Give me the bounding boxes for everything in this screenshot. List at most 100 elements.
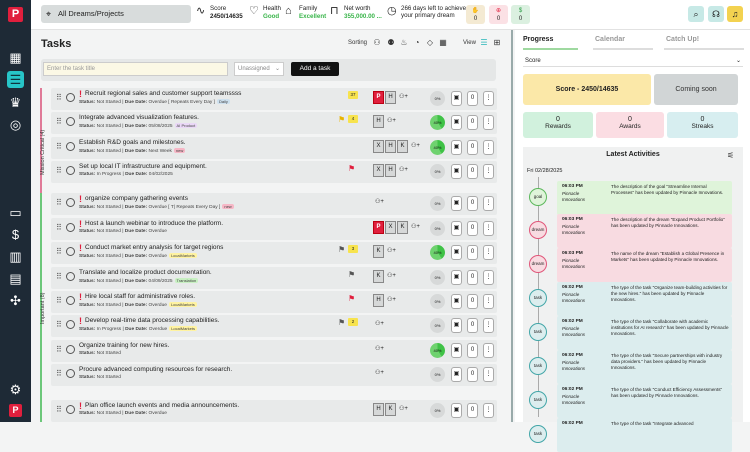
drag-handle-icon[interactable]: ⠿ <box>56 272 62 281</box>
more-menu-icon[interactable]: ⋮ <box>483 367 494 382</box>
drag-handle-icon[interactable]: ⠿ <box>56 223 62 232</box>
count-button[interactable]: 0 <box>467 196 478 211</box>
task-title[interactable]: Plan office launch events and media anno… <box>85 402 240 409</box>
assignees[interactable]: ⚇+ <box>373 343 384 358</box>
assignee-avatar[interactable]: H <box>373 403 384 416</box>
view-grid-icon[interactable]: ⊞ <box>493 38 501 47</box>
progress-pie[interactable]: 0% <box>430 91 445 106</box>
add-person-icon[interactable]: ⚇+ <box>375 199 384 205</box>
drag-handle-icon[interactable]: ⠿ <box>56 166 62 175</box>
add-person-icon[interactable]: ⚇+ <box>387 118 396 124</box>
view-list-icon[interactable]: ☰ <box>480 38 488 47</box>
progress-pie[interactable]: 0% <box>430 403 445 418</box>
count-button[interactable]: 0 <box>467 367 478 382</box>
complete-checkbox[interactable] <box>66 272 75 281</box>
assignee-avatar[interactable]: X <box>373 140 384 153</box>
flag-icon[interactable]: ⚑ <box>338 245 346 254</box>
task-row[interactable]: ⠿ Translate and localize product document… <box>51 267 497 289</box>
assignees[interactable]: K ⚇+ <box>373 245 396 260</box>
awards-card[interactable]: 0 Awards <box>596 112 664 138</box>
add-person-icon[interactable]: ⚇+ <box>387 273 396 279</box>
complete-checkbox[interactable] <box>66 166 75 175</box>
panel-divider[interactable] <box>511 30 513 422</box>
trophy-icon[interactable]: ♛ <box>9 95 22 110</box>
count-button[interactable]: 0 <box>467 221 478 236</box>
activity-item[interactable]: 06:03 PM Pinnacle Innovations The name of … <box>557 248 732 282</box>
assignees[interactable]: ⚇+ <box>373 367 384 382</box>
task-tag[interactable]: LocalMarkets <box>168 302 197 307</box>
add-person-icon[interactable]: ⚇+ <box>387 297 396 303</box>
task-title[interactable]: Host a launch webinar to introduce the p… <box>85 220 224 227</box>
thumbs-up-counter[interactable]: ✋ 0 <box>466 5 485 24</box>
view-icon[interactable]: ▣ <box>451 343 462 358</box>
drag-handle-icon[interactable]: ⠿ <box>56 296 62 305</box>
task-tag[interactable]: AI Product <box>174 123 198 128</box>
assignee-avatar[interactable]: K <box>397 140 408 153</box>
complete-checkbox[interactable] <box>66 405 75 414</box>
drag-handle-icon[interactable]: ⠿ <box>56 369 62 378</box>
assignee-avatar[interactable]: P <box>373 221 384 234</box>
complete-checkbox[interactable] <box>66 142 75 151</box>
assignee-avatar[interactable]: K <box>385 403 396 416</box>
progress-pie[interactable]: 40% <box>430 343 445 358</box>
assignee-avatar[interactable]: K <box>397 221 408 234</box>
task-title[interactable]: Integrate advanced visualization feature… <box>79 114 199 121</box>
assignees[interactable]: X H ⚇+ <box>373 164 408 179</box>
view-icon[interactable]: ▣ <box>451 115 462 130</box>
more-menu-icon[interactable]: ⋮ <box>483 196 494 211</box>
complete-checkbox[interactable] <box>66 320 75 329</box>
drag-handle-icon[interactable]: ⠿ <box>56 93 62 102</box>
count-button[interactable]: 0 <box>467 91 478 106</box>
assignees[interactable]: X H K ⚇+ <box>373 140 420 155</box>
view-icon[interactable]: ▣ <box>451 91 462 106</box>
gear-icon[interactable]: ⚙ <box>9 382 22 397</box>
drag-handle-icon[interactable]: ⠿ <box>56 142 62 151</box>
add-person-icon[interactable]: ⚇+ <box>411 143 420 149</box>
progress-pie[interactable]: 0% <box>430 270 445 285</box>
task-row[interactable]: ⠿! Recruit regional sales and customer su… <box>51 88 497 110</box>
sort-hierarchy-icon[interactable]: ⚇ <box>373 38 381 47</box>
assignees[interactable]: H ⚇+ <box>373 115 396 130</box>
task-row[interactable]: ⠿ Organize training for new hires. Status:… <box>51 340 497 362</box>
more-menu-icon[interactable]: ⋮ <box>483 403 494 418</box>
flag-icon[interactable]: ⚑ <box>348 164 356 173</box>
more-menu-icon[interactable]: ⋮ <box>483 221 494 236</box>
view-icon[interactable]: ▣ <box>451 270 462 285</box>
task-title[interactable]: Establish R&D goals and milestones. <box>79 139 186 146</box>
task-title[interactable]: Procure advanced computing resources for… <box>79 366 233 373</box>
drag-handle-icon[interactable]: ⠿ <box>56 198 62 207</box>
tasks-list-icon[interactable]: ☰ <box>7 71 24 88</box>
complete-checkbox[interactable] <box>66 223 75 232</box>
task-tag[interactable]: LocalMarkets <box>168 253 197 258</box>
activity-item[interactable]: 06:03 PM Pinnacle Innovations The descript… <box>557 181 732 215</box>
search-button[interactable]: ⌕ <box>688 6 704 22</box>
task-title[interactable]: Conduct market entry analysis for target… <box>85 244 224 251</box>
assignees[interactable]: P X K ⚇+ <box>373 221 420 236</box>
dollar-counter[interactable]: $0 <box>511 5 530 24</box>
activity-item[interactable]: 06:02 PM The type of the task "Integrate … <box>557 418 732 452</box>
task-tag[interactable]: Daily <box>216 99 230 104</box>
add-person-icon[interactable]: ⚇+ <box>375 346 384 352</box>
assignee-avatar[interactable]: K <box>373 245 384 258</box>
progress-pie[interactable]: 40% <box>430 115 445 130</box>
assignees[interactable]: K ⚇+ <box>373 270 396 285</box>
add-person-icon[interactable]: ⚇+ <box>387 248 396 254</box>
assignees[interactable]: H K ⚇+ <box>373 403 408 418</box>
activity-item[interactable]: 06:02 PM Pinnacle Innovations The type of … <box>557 384 732 418</box>
view-icon[interactable]: ▣ <box>451 318 462 333</box>
more-menu-icon[interactable]: ⋮ <box>483 91 494 106</box>
assignee-avatar[interactable]: X <box>373 164 384 177</box>
drag-handle-icon[interactable]: ⠿ <box>56 247 62 256</box>
document-icon[interactable]: ▤ <box>9 271 22 286</box>
tab-calendar[interactable]: Calendar <box>595 36 625 43</box>
tab-catch-up[interactable]: Catch Up! <box>666 36 700 43</box>
progress-pie[interactable]: 0% <box>430 221 445 236</box>
count-button[interactable]: 0 <box>467 164 478 179</box>
target-counter[interactable]: ⊕ 0 <box>489 5 508 24</box>
assignee-select[interactable]: Unassigned ⌄ <box>234 62 284 76</box>
task-title[interactable]: Set up local IT infrastructure and equip… <box>79 163 207 170</box>
activity-item[interactable]: 06:03 PM Pinnacle Innovations The descript… <box>557 214 732 248</box>
task-title-input[interactable]: Enter the task title <box>43 62 228 76</box>
task-row[interactable]: ⠿! Plan office launch events and media an… <box>51 400 497 422</box>
progress-pie[interactable]: 0% <box>430 367 445 382</box>
